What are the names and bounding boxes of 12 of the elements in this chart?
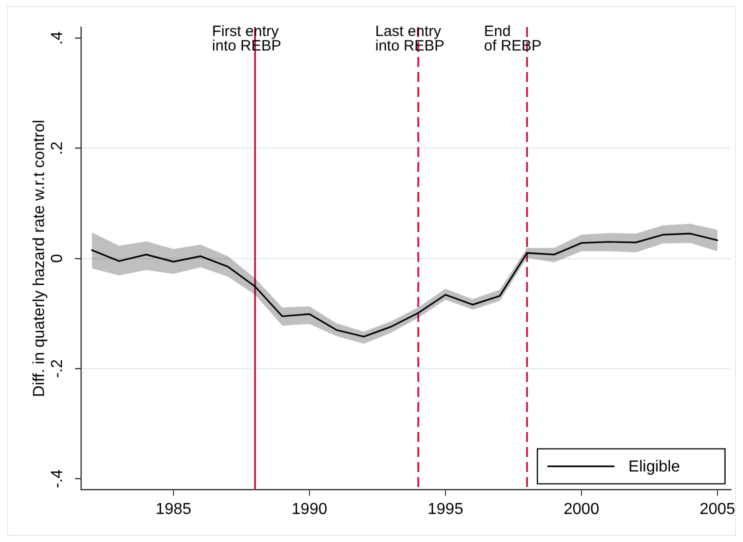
legend-label: Eligible xyxy=(628,458,680,476)
x-tick-label: 1990 xyxy=(292,500,328,518)
x-tick-label: 1995 xyxy=(428,500,464,518)
y-tick-label: .4 xyxy=(49,31,66,45)
x-tick-label: 2000 xyxy=(564,500,600,518)
y-tick-label: -.2 xyxy=(49,359,66,378)
y-axis-title: Diff. in quaterly hazard rate w.r.t control xyxy=(31,120,48,397)
y-tick-label: -.4 xyxy=(49,469,66,488)
y-tick-label: .2 xyxy=(49,141,66,155)
y-tick-label: 0 xyxy=(49,254,66,263)
x-tick-label: 2005 xyxy=(700,500,736,518)
x-tick-label: 1985 xyxy=(156,500,192,518)
